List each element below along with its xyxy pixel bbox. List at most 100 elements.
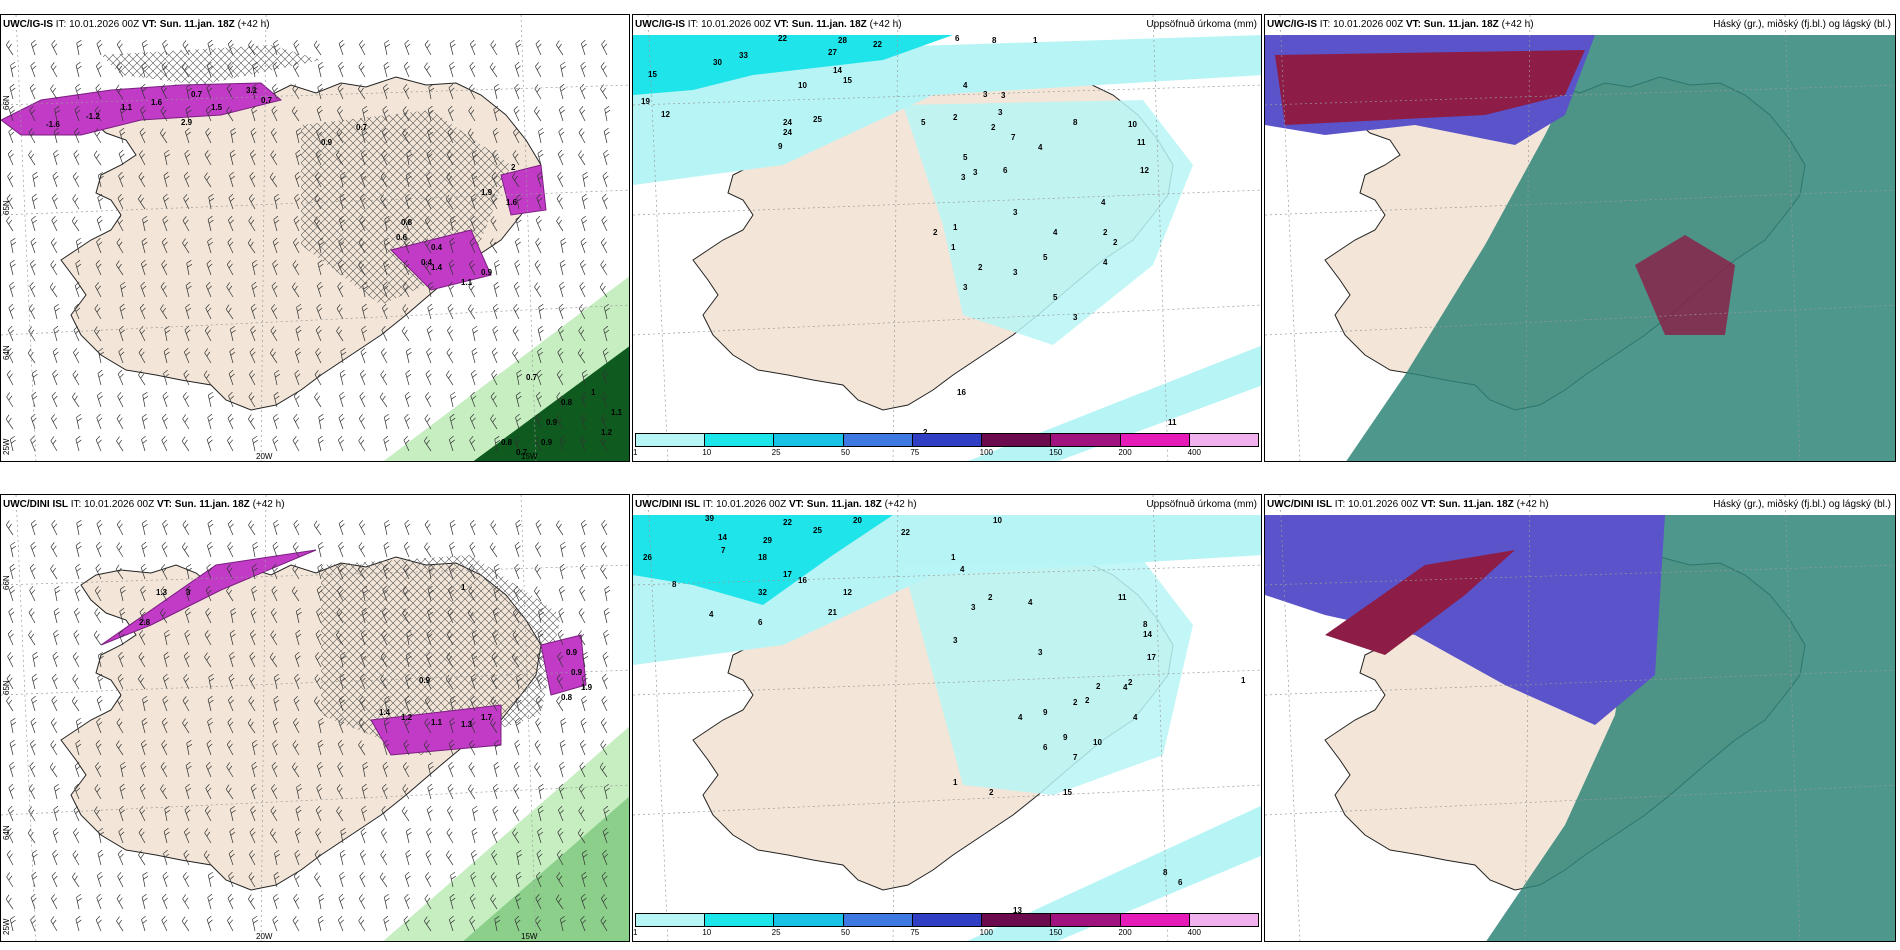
wind-barb: [75, 541, 82, 558]
wind-barb: [95, 739, 102, 756]
barb-staff: [316, 307, 322, 320]
latitude-line: [1265, 189, 1895, 216]
barb-flag: [318, 541, 323, 546]
barb-staff: [578, 308, 586, 320]
barb-flag: [30, 153, 35, 159]
wind-barb: [471, 651, 478, 668]
barb-staff: [230, 131, 234, 144]
barb-flag: [206, 853, 210, 859]
barb-flag: [471, 897, 476, 902]
barb-staff: [118, 175, 124, 188]
barb-flag: [9, 655, 14, 661]
barb-flag: [252, 739, 257, 744]
barb-flag: [358, 238, 363, 243]
barb-flag: [492, 149, 497, 155]
wind-barb: [206, 61, 213, 78]
wind-barb: [75, 563, 82, 580]
wind-barb: [316, 761, 323, 778]
barb-staff: [206, 439, 212, 452]
precip-green-mid-area: [463, 796, 629, 941]
barb-flag: [472, 351, 478, 356]
barb-flag: [230, 197, 235, 202]
barb-flag: [582, 172, 588, 176]
barb-flag: [316, 607, 321, 613]
barb-flag: [162, 413, 167, 419]
barb-flag: [582, 897, 587, 902]
barb-staff: [424, 44, 432, 56]
wind-barb: [137, 194, 146, 210]
barb-flag: [493, 175, 498, 180]
barb-flag: [208, 545, 213, 550]
wind-barb: [117, 392, 124, 408]
barb-flag: [30, 61, 35, 67]
barb-flag: [384, 893, 389, 898]
barb-staff: [97, 373, 102, 386]
wind-barb: [383, 915, 390, 932]
wind-barb: [250, 127, 257, 144]
barb-flag: [405, 263, 410, 269]
wind-barb: [8, 783, 15, 800]
wind-barb: [559, 739, 566, 756]
barb-staff: [492, 787, 498, 800]
barb-flag: [402, 586, 407, 591]
barb-flag: [6, 40, 10, 46]
wind-barb: [117, 673, 124, 690]
barb-flag: [98, 171, 103, 176]
barb-flag: [187, 263, 193, 268]
barb-flag: [295, 699, 300, 704]
barb-flag: [76, 567, 82, 572]
wind-barb: [208, 194, 215, 210]
barb-flag: [229, 347, 235, 352]
value-label: 3: [1013, 268, 1018, 277]
barb-flag: [403, 564, 408, 569]
barb-staff: [516, 853, 520, 866]
barb-flag: [97, 193, 103, 198]
barb-staff: [471, 351, 476, 364]
barb-flag: [579, 586, 584, 591]
barb-flag: [228, 765, 233, 771]
barb-flag: [385, 417, 390, 422]
barb-staff: [119, 787, 124, 800]
barb-flag: [316, 105, 322, 110]
wind-barb: [161, 61, 168, 78]
barb-staff: [31, 219, 36, 232]
barb-flag: [471, 347, 477, 352]
barb-staff: [206, 65, 212, 78]
barb-flag: [273, 439, 279, 444]
barb-flag: [8, 303, 14, 308]
barb-staff: [227, 242, 234, 254]
barb-flag: [11, 439, 16, 444]
barb-flag: [271, 585, 276, 591]
barb-staff: [337, 286, 344, 298]
barb-flag: [252, 787, 257, 792]
barb-flag: [118, 919, 123, 925]
barb-flag: [604, 611, 610, 616]
barb-flag: [402, 128, 406, 134]
barb-staff: [93, 634, 102, 646]
barb-flag: [602, 171, 608, 176]
barb-flag: [580, 413, 586, 418]
barb-flag: [143, 219, 149, 224]
barb-flag: [580, 307, 585, 313]
barb-flag: [604, 655, 609, 660]
wind-barb: [468, 106, 476, 122]
barb-flag: [207, 567, 213, 572]
barb-flag: [358, 260, 362, 266]
value-label: 4: [960, 565, 965, 574]
wind-barb: [116, 238, 124, 254]
wind-barb: [380, 850, 388, 866]
colorbar-swatch: [774, 914, 844, 926]
barb-flag: [537, 395, 542, 400]
barb-flag: [184, 919, 188, 925]
value-label: 3: [971, 603, 976, 612]
wind-barb: [229, 171, 236, 188]
barb-flag: [96, 329, 100, 335]
barb-staff: [161, 568, 168, 580]
wind-barb: [471, 171, 478, 188]
barb-flag: [142, 743, 147, 748]
wind-barb: [139, 783, 146, 800]
barb-flag: [516, 545, 521, 550]
barb-staff: [183, 831, 190, 844]
barb-flag: [314, 370, 319, 375]
barb-staff: [358, 546, 366, 558]
